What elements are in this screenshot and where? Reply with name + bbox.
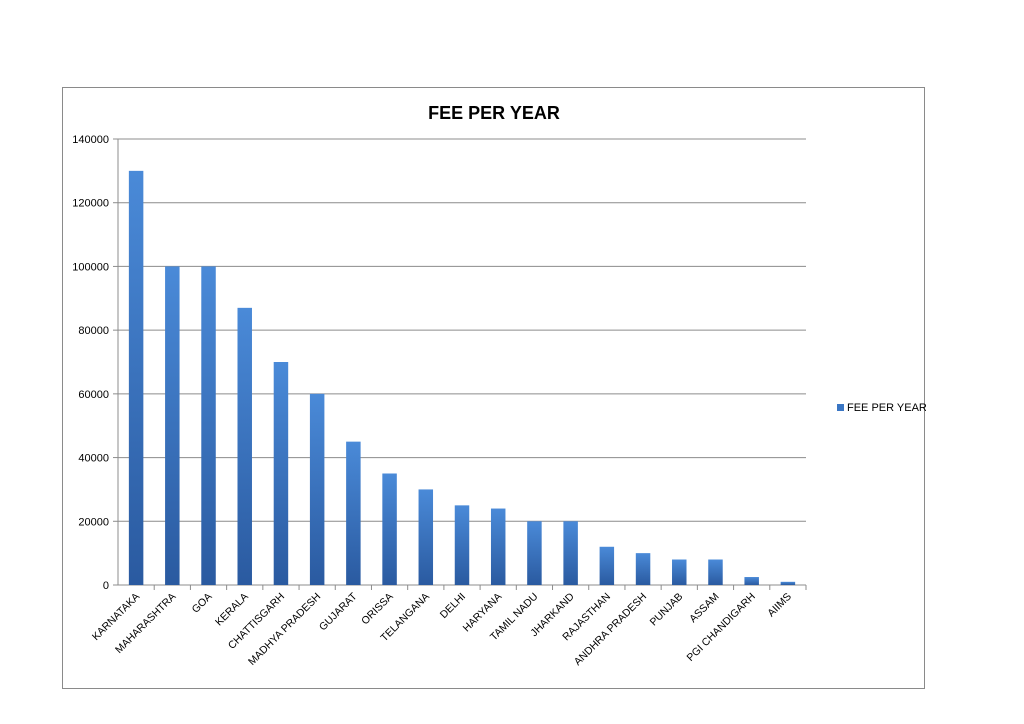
bar (563, 521, 578, 585)
category-label: AIIMS (765, 591, 794, 620)
y-tick-label: 60000 (78, 389, 109, 401)
category-label: PGI CHANDIGARH (685, 591, 758, 664)
bar (490, 508, 506, 585)
bar (273, 362, 289, 585)
bar (201, 266, 216, 585)
bar (708, 559, 723, 585)
bar (346, 441, 361, 585)
bar (780, 581, 796, 585)
chart-frame: FEE PER YEAR 0 20000 40000 60000 80000 100000… (62, 87, 926, 689)
bar (237, 307, 252, 585)
y-tick-label: 120000 (72, 198, 109, 210)
bars (128, 170, 796, 585)
category-label: GUJARAT (317, 590, 360, 633)
bar (527, 521, 542, 585)
legend: FEE PER YEAR (837, 402, 926, 414)
y-tick-label: 80000 (78, 325, 109, 337)
category-label: ASSAM (687, 591, 721, 625)
category-label: GOA (190, 591, 215, 616)
bar (744, 577, 759, 585)
chart-title: FEE PER YEAR (428, 103, 560, 123)
bar (672, 559, 687, 585)
bar (382, 473, 397, 585)
bar (128, 170, 144, 585)
legend-label: FEE PER YEAR (847, 402, 926, 414)
legend-swatch (837, 404, 844, 411)
category-label: ORISSA (359, 591, 396, 628)
y-tick-label: 0 (103, 580, 109, 592)
y-tick-label: 100000 (72, 261, 109, 273)
y-tick-label: 140000 (72, 134, 109, 146)
bar (309, 393, 325, 585)
category-label: PUNJAB (648, 591, 686, 629)
bar-chart: FEE PER YEAR 0 20000 40000 60000 80000 100000… (72, 103, 926, 668)
axes: 0 20000 40000 60000 80000 100000 120000 140000 (72, 134, 807, 592)
bar (165, 266, 180, 585)
gridlines (118, 138, 806, 586)
category-label: ANDHRA PRADESH (572, 591, 649, 668)
category-label: MADHYA PRADESH (246, 591, 323, 668)
y-tick-label: 40000 (78, 453, 109, 465)
category-label: DELHI (438, 591, 468, 621)
bar (635, 553, 651, 585)
bar (599, 546, 615, 585)
bar (454, 505, 470, 585)
y-tick-label: 20000 (78, 516, 109, 528)
bar (418, 489, 434, 585)
